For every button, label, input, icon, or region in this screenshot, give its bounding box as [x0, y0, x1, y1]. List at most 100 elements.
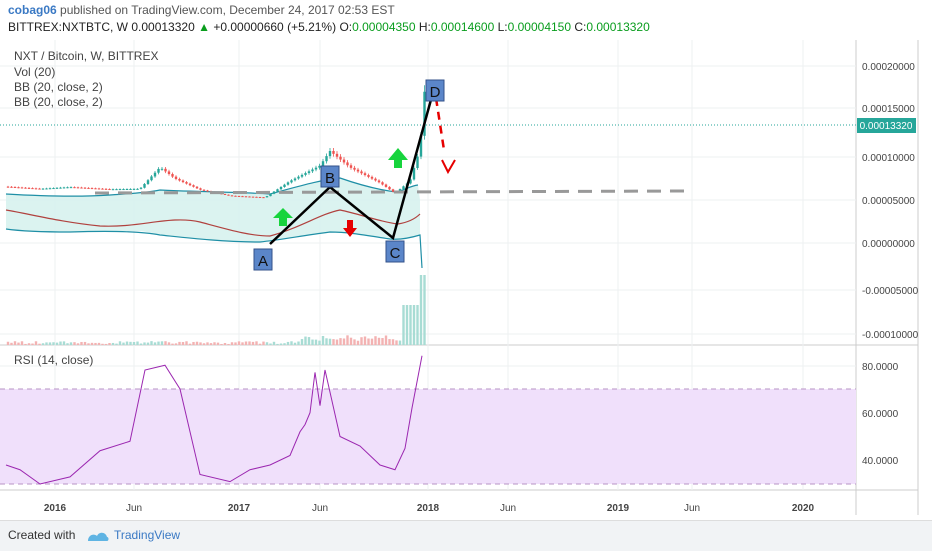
- candle-body: [227, 195, 229, 196]
- volume-bar: [283, 343, 285, 345]
- candle-body: [87, 188, 89, 189]
- volume-bar: [140, 344, 142, 345]
- volume-bar: [21, 341, 23, 345]
- candle-body: [143, 184, 145, 188]
- volume-bar: [315, 340, 317, 345]
- candle-body: [168, 171, 170, 174]
- candle-body: [318, 166, 320, 168]
- candle-body: [416, 157, 418, 168]
- candle-body: [154, 173, 156, 177]
- volume-bar: [287, 342, 289, 345]
- candle-body: [24, 188, 26, 189]
- time-axis: 2016 Jun 2017 Jun 2018 Jun 2019 Jun 2020: [44, 503, 815, 514]
- price-tick-label: 0.00020000: [862, 62, 915, 73]
- candle-body: [273, 192, 275, 194]
- candle-body: [371, 177, 373, 179]
- candle-body: [77, 187, 79, 188]
- candle-body: [175, 177, 177, 179]
- rsi-tick-label: 80.0000: [862, 362, 899, 373]
- volume-bar: [346, 335, 348, 345]
- volume-bar: [367, 338, 369, 345]
- chart-canvas[interactable]: ABCD 0.000200000.000150000.000100000.000…: [0, 0, 932, 520]
- candle-body: [385, 185, 387, 187]
- candle-body: [290, 180, 292, 182]
- candle-body: [287, 182, 289, 184]
- pattern-label: D: [430, 84, 441, 101]
- candle-body: [136, 189, 138, 190]
- volume-bar: [157, 342, 159, 345]
- candle-body: [364, 173, 366, 175]
- legend-rsi[interactable]: RSI (14, close): [14, 353, 93, 367]
- candle-body: [392, 189, 394, 191]
- volume-bar: [112, 343, 114, 345]
- candle-body: [203, 190, 205, 191]
- legend-vol[interactable]: Vol (20): [14, 65, 55, 79]
- volume-bar: [336, 340, 338, 345]
- rsi-tick-label: 40.0000: [862, 456, 899, 467]
- volume-bar: [98, 343, 100, 345]
- pattern-label: B: [325, 170, 335, 187]
- legend-bb1[interactable]: BB (20, close, 2): [14, 80, 103, 94]
- volume-bar: [332, 339, 334, 345]
- volume-bar: [381, 338, 383, 345]
- candle-body: [112, 189, 114, 190]
- legend-bb2[interactable]: BB (20, close, 2): [14, 95, 103, 109]
- candle-body: [196, 187, 198, 189]
- volume-bar: [80, 342, 82, 345]
- time-tick-label: Jun: [126, 503, 142, 514]
- volume-bar: [31, 344, 33, 345]
- candle-body: [59, 188, 61, 189]
- volume-bar: [378, 338, 380, 345]
- candle-body: [346, 162, 348, 165]
- candle-body: [140, 188, 142, 189]
- volume-bar: [213, 342, 215, 345]
- volume-bar: [217, 343, 219, 345]
- candle-body: [248, 196, 250, 197]
- candle-body: [80, 188, 82, 189]
- candle-body: [199, 188, 201, 189]
- volume-bar: [308, 337, 310, 345]
- volume-bar: [59, 342, 61, 345]
- candle-body: [49, 188, 51, 189]
- price-tick-label: 0.00000000: [862, 239, 915, 250]
- time-tick-label: 2016: [44, 503, 67, 514]
- volume-bar: [203, 343, 205, 345]
- volume-bar: [374, 336, 376, 345]
- volume-bar: [115, 344, 117, 345]
- volume-bar: [185, 341, 187, 345]
- candle-body: [276, 189, 278, 191]
- legend-pair[interactable]: NXT / Bitcoin, W, BITTREX: [14, 49, 158, 63]
- time-tick-label: 2020: [792, 503, 815, 514]
- volume-bar: [339, 338, 341, 345]
- volume-bar: [220, 344, 222, 345]
- candle-body: [255, 197, 257, 198]
- candle-body: [182, 181, 184, 183]
- projection-arrow-icon: [442, 160, 455, 172]
- time-tick-label: Jun: [684, 503, 700, 514]
- price-tick-label: -0.00005000: [862, 286, 919, 297]
- volume-bar: [357, 341, 359, 345]
- candle-body: [157, 169, 159, 173]
- created-with-label: Created with: [8, 528, 75, 542]
- candle-body: [101, 189, 103, 190]
- candle-body: [45, 188, 47, 189]
- volume-bar: [105, 344, 107, 345]
- candle-body: [357, 170, 359, 172]
- tradingview-link[interactable]: TradingView: [114, 528, 180, 542]
- candle-body: [262, 197, 264, 198]
- volume-bar: [238, 341, 240, 345]
- volume-bar: [42, 343, 44, 345]
- volume-bar: [182, 342, 184, 345]
- volume-bar: [210, 343, 212, 345]
- candle-body: [28, 188, 30, 189]
- candle-body: [325, 156, 327, 161]
- volume-bar: [224, 343, 226, 345]
- volume-bar: [266, 342, 268, 345]
- footer: Created with TradingView: [0, 520, 932, 551]
- candle-body: [308, 171, 310, 173]
- volume-bar: [147, 343, 149, 345]
- volume-bar: [168, 342, 170, 345]
- candle-body: [147, 180, 149, 184]
- volume-bar: [297, 341, 299, 345]
- time-tick-label: 2018: [417, 503, 440, 514]
